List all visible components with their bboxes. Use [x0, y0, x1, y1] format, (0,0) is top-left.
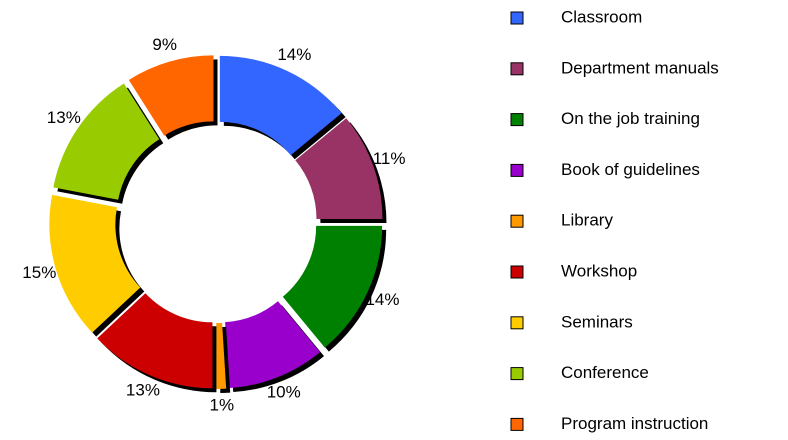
slice [225, 301, 321, 389]
slice [295, 118, 383, 219]
legend-swatch [510, 163, 524, 177]
slice-label: 13% [47, 108, 81, 127]
slice-label: 1% [209, 395, 234, 414]
slice-label: 9% [152, 35, 177, 54]
legend-label: On the job training [561, 109, 700, 128]
legend-label: Classroom [561, 7, 642, 26]
slice [216, 322, 227, 389]
slice [282, 225, 383, 348]
legend-label: Conference [561, 363, 649, 382]
legend-label: Department manuals [561, 58, 719, 77]
legend-label: Workshop [561, 261, 637, 280]
slice [49, 194, 141, 333]
slice-label: 14% [277, 45, 311, 64]
legend-swatch [510, 417, 524, 431]
legend-swatch [510, 367, 524, 381]
slice-label: 15% [22, 263, 56, 282]
legend-label: Book of guidelines [561, 160, 700, 179]
slice [53, 83, 160, 200]
legend-swatch [510, 214, 524, 228]
legend-swatch [510, 316, 524, 330]
slice-label: 11% [373, 149, 406, 168]
legend-swatch [510, 62, 524, 76]
slice [97, 293, 213, 389]
legend-label: Seminars [561, 312, 633, 331]
slice-label: 13% [126, 380, 160, 399]
legend-swatch [510, 265, 524, 279]
legend-label: Library [561, 211, 613, 230]
legend-swatch [510, 113, 524, 127]
slice [219, 55, 342, 156]
slice-label: 10% [267, 383, 301, 402]
legend-swatch [510, 11, 524, 25]
slice [128, 55, 214, 136]
legend-label: Program instruction [561, 414, 708, 433]
slice-label: 14% [365, 290, 399, 309]
